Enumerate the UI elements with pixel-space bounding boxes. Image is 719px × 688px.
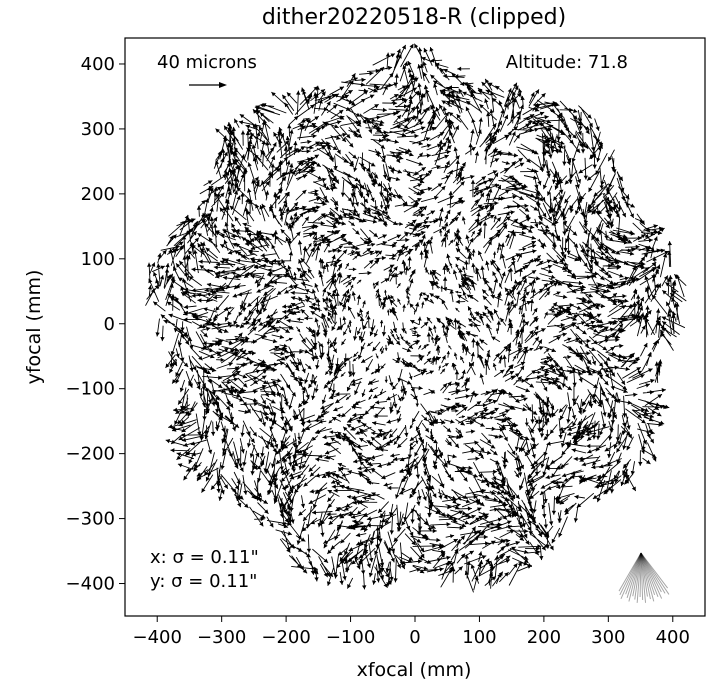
chart-title: dither20220518-R (clipped) xyxy=(262,5,566,30)
fan-line xyxy=(639,552,642,598)
x-tick-label: 400 xyxy=(656,627,690,648)
fan-line xyxy=(640,552,656,596)
y-tick-label: −400 xyxy=(66,574,115,595)
y-tick-label: 300 xyxy=(81,119,115,140)
fan-line xyxy=(640,552,648,597)
arrow-heads xyxy=(147,43,680,590)
fan-line xyxy=(628,552,642,602)
y-axis-label: yfocal (mm) xyxy=(23,270,45,385)
x-tick-label: 100 xyxy=(462,627,496,648)
fan-line xyxy=(632,552,642,597)
sigma-x-label: x: σ = 0.11" xyxy=(150,547,259,568)
y-tick-label: 0 xyxy=(104,314,115,335)
fan-line xyxy=(640,552,666,594)
fan-line xyxy=(626,552,642,599)
y-tick-label: −300 xyxy=(66,509,115,530)
x-axis-label: xfocal (mm) xyxy=(357,659,472,681)
arrow-field xyxy=(145,43,687,593)
x-tick-label: 300 xyxy=(591,627,625,648)
fan-line xyxy=(640,552,651,600)
fan-line xyxy=(640,552,669,589)
fan-line xyxy=(618,552,642,592)
altitude-label: Altitude: 71.8 xyxy=(506,52,628,73)
y-tick-label: −100 xyxy=(66,379,115,400)
fan-line xyxy=(634,552,642,600)
direction-fan xyxy=(618,552,670,603)
y-tick-label: 100 xyxy=(81,249,115,270)
y-tick-label: 200 xyxy=(81,184,115,205)
fan-line xyxy=(625,552,642,595)
fan-line xyxy=(636,552,642,603)
x-tick-label: −300 xyxy=(197,627,246,648)
fan-line xyxy=(640,552,655,602)
scale-arrow xyxy=(189,82,227,88)
x-tick-label: −100 xyxy=(326,627,375,648)
y-axis: −400 −300 −200 −100 0 100 200 300 400 xyxy=(66,54,125,595)
x-tick-label: −200 xyxy=(261,627,310,648)
x-tick-label: −400 xyxy=(132,627,181,648)
scale-label: 40 microns xyxy=(157,52,257,73)
fan-line xyxy=(619,552,642,596)
y-tick-label: 400 xyxy=(81,54,115,75)
y-tick-label: −200 xyxy=(66,444,115,465)
fan-line xyxy=(640,552,644,600)
fan-line xyxy=(640,552,670,595)
fan-line xyxy=(640,552,662,593)
x-tick-label: 200 xyxy=(527,627,561,648)
fan-line xyxy=(620,552,642,600)
fan-line xyxy=(640,552,659,598)
sigma-y-label: y: σ = 0.11" xyxy=(150,571,257,592)
x-axis: −400 −300 −200 −100 0 100 200 300 400 xyxy=(132,616,690,648)
fan-line xyxy=(640,552,663,599)
x-tick-label: 0 xyxy=(409,627,420,648)
fan-line xyxy=(640,552,647,603)
